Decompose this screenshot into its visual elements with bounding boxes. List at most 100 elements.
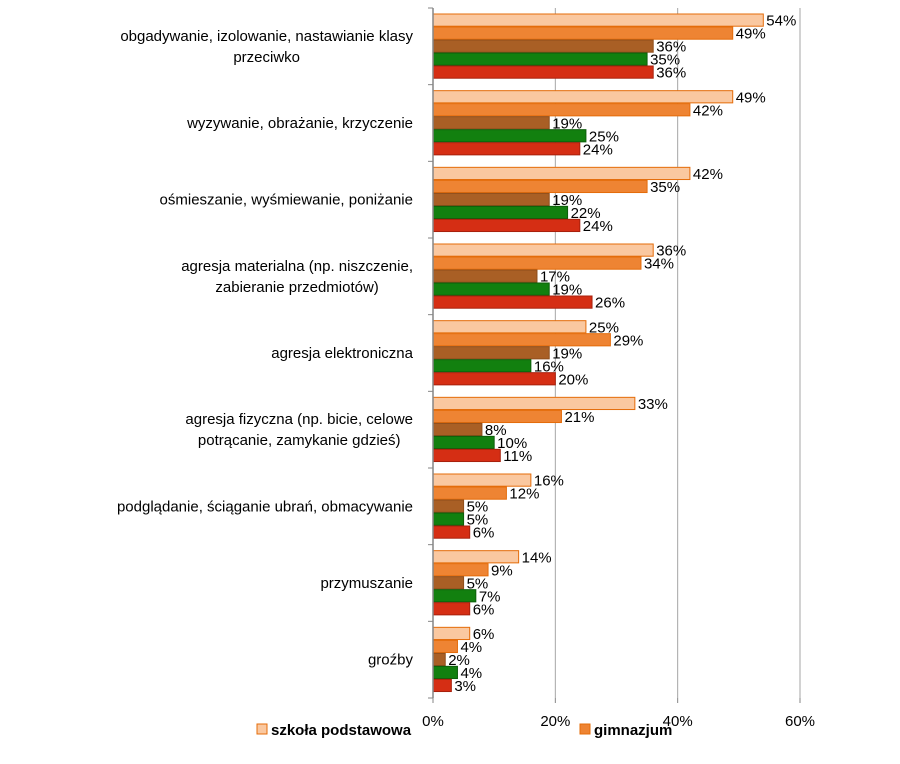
data-label: 4% <box>460 665 482 682</box>
x-tick-label: 60% <box>785 713 815 730</box>
category-label: obgadywanie, izolowanie, nastawianie kla… <box>120 28 413 45</box>
bar <box>432 269 538 283</box>
category-label: podglądanie, ściąganie ubrań, obmacywani… <box>117 498 413 515</box>
bar <box>432 409 562 424</box>
bar <box>432 486 507 500</box>
data-label: 36% <box>656 65 686 82</box>
data-label: 24% <box>583 218 613 235</box>
data-label: 19% <box>552 115 582 132</box>
legend-swatch <box>256 723 268 735</box>
bar <box>432 90 734 104</box>
data-label: 22% <box>571 205 601 222</box>
legend-label: gimnazjum <box>594 722 672 739</box>
x-tick-labels: 0% 20% 40% 60% <box>422 713 815 730</box>
bar <box>432 39 654 53</box>
data-label: 16% <box>534 473 564 490</box>
bar <box>432 179 648 194</box>
bar <box>432 639 458 654</box>
data-label: 36% <box>656 243 686 260</box>
bar <box>432 396 636 411</box>
data-label: 29% <box>613 332 643 349</box>
data-label: 14% <box>522 549 552 566</box>
bar <box>432 550 520 564</box>
data-label: 10% <box>497 435 527 452</box>
bar <box>432 422 483 437</box>
axes <box>428 7 801 703</box>
bar <box>432 473 532 487</box>
data-label: 34% <box>644 256 674 273</box>
data-label: 42% <box>693 102 723 119</box>
data-label: 5% <box>467 512 489 529</box>
bar <box>432 576 465 590</box>
data-label: 5% <box>467 499 489 516</box>
data-label: 25% <box>589 128 619 145</box>
bar <box>432 26 734 40</box>
category-label: wyzywanie, obrażanie, krzyczenie <box>186 115 413 132</box>
x-tick-label: 0% <box>422 713 444 730</box>
category-label: agresja fizyczna (np. bicie, celowe <box>185 411 413 428</box>
legend-swatch <box>579 723 591 735</box>
data-label: 21% <box>564 409 594 426</box>
data-label: 6% <box>473 601 495 618</box>
bar <box>432 320 587 334</box>
data-label: 26% <box>595 295 625 312</box>
bar <box>432 256 642 270</box>
category-label: przymuszanie <box>320 575 413 592</box>
category-label: przeciwko <box>233 49 300 66</box>
category-label: zabieranie przedmiotów) <box>215 279 378 296</box>
value-labels: 54%49%36%35%36%49%42%19%25%24%42%35%19%2… <box>448 13 796 695</box>
data-label: 20% <box>558 371 588 388</box>
bar <box>432 282 550 296</box>
data-label: 49% <box>736 89 766 106</box>
category-label: potrącanie, zamykanie gdzieś) <box>198 432 401 449</box>
bar <box>432 525 471 539</box>
x-tick-label: 40% <box>663 713 693 730</box>
bar <box>432 103 691 117</box>
legend: szkoła podstawowa gimnazjum <box>256 722 672 739</box>
legend-label: szkoła podstawowa <box>271 722 412 739</box>
data-label: 54% <box>766 13 796 30</box>
data-label: 19% <box>552 192 582 209</box>
data-label: 42% <box>693 166 723 183</box>
data-label: 2% <box>448 652 470 669</box>
data-label: 9% <box>491 562 513 579</box>
bar <box>432 333 611 347</box>
bar <box>432 13 764 27</box>
data-label: 36% <box>656 39 686 56</box>
bar <box>432 205 569 220</box>
data-label: 19% <box>552 282 582 299</box>
data-label: 6% <box>473 626 495 643</box>
data-label: 11% <box>503 448 532 465</box>
bar <box>432 652 446 667</box>
gridlines <box>554 8 801 698</box>
data-label: 8% <box>485 422 507 439</box>
bar <box>432 359 532 373</box>
category-label: groźby <box>368 652 414 669</box>
data-label: 7% <box>479 588 501 605</box>
bar <box>432 563 489 577</box>
category-label: agresja materialna (np. niszczenie, <box>181 258 413 275</box>
data-label: 25% <box>589 319 619 336</box>
x-tick-label: 20% <box>540 713 570 730</box>
data-label: 4% <box>460 639 482 656</box>
data-label: 19% <box>552 345 582 362</box>
category-labels: obgadywanie, izolowanie, nastawianie kla… <box>117 28 414 669</box>
data-label: 35% <box>650 179 680 196</box>
bar <box>432 678 452 693</box>
data-label: 3% <box>454 678 476 695</box>
bar <box>432 626 471 641</box>
bar <box>432 243 654 257</box>
data-label: 49% <box>736 26 766 43</box>
bar <box>432 499 465 513</box>
bar <box>432 142 581 156</box>
category-label: ośmieszanie, wyśmiewanie, poniżanie <box>160 192 413 209</box>
data-label: 33% <box>638 396 668 413</box>
bar <box>432 512 465 526</box>
bar <box>432 65 654 79</box>
data-label: 16% <box>534 358 564 375</box>
bar <box>432 116 550 130</box>
data-label: 5% <box>467 575 489 592</box>
data-label: 12% <box>509 486 539 503</box>
data-label: 17% <box>540 269 570 286</box>
